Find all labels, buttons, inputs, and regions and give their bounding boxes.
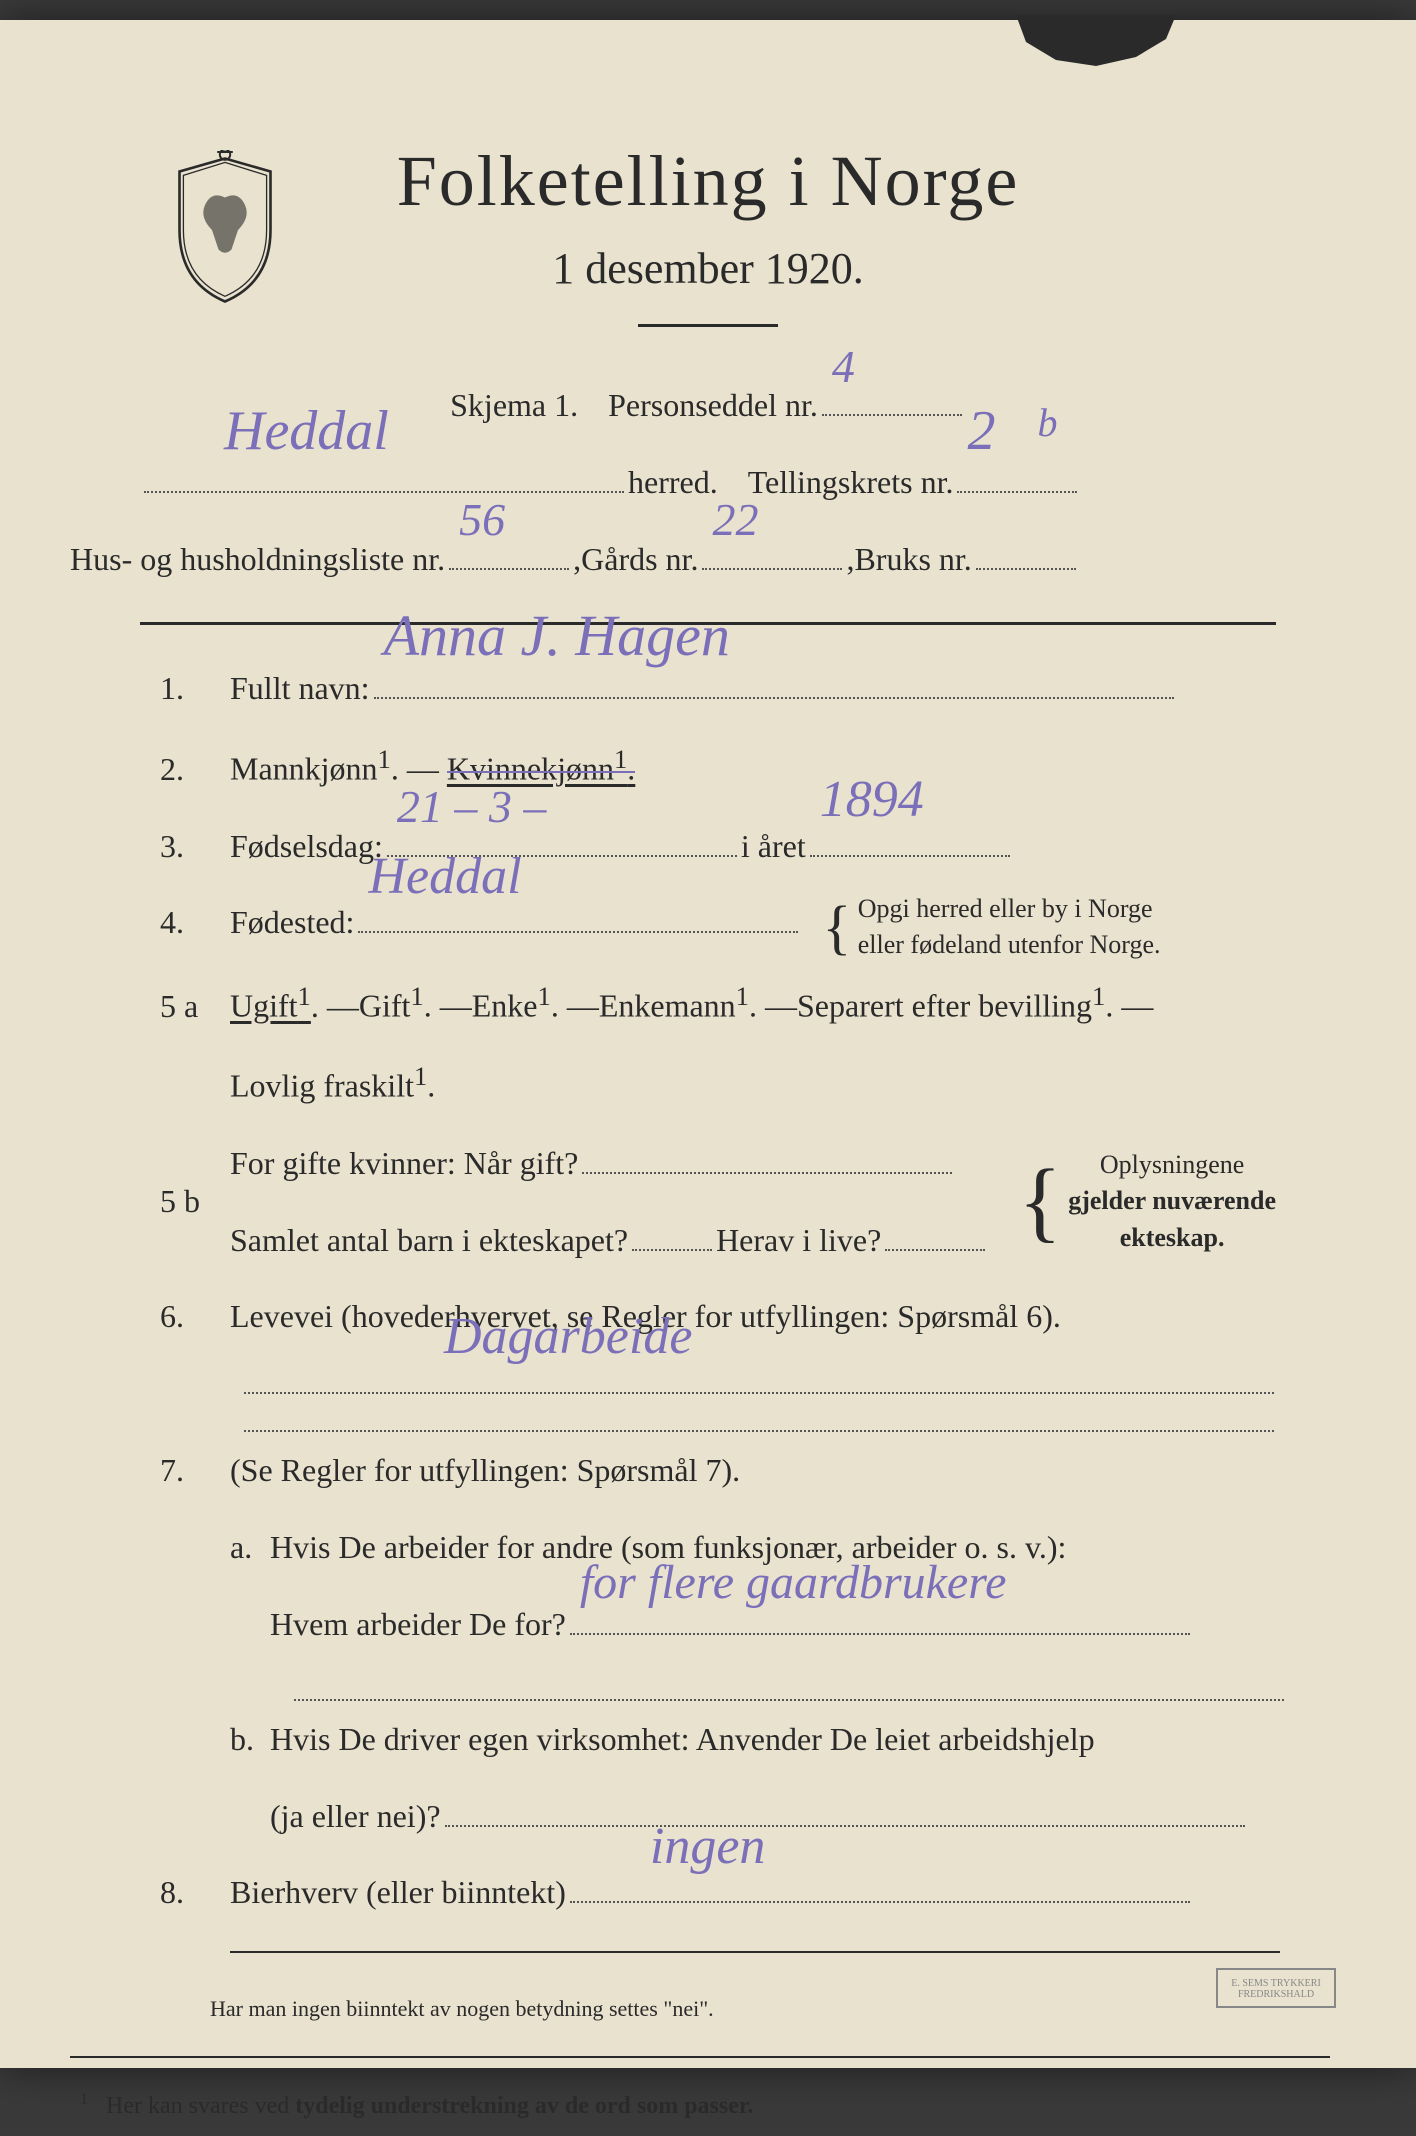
q4-field: Heddal	[358, 895, 798, 933]
q6-field-line1: Dagarbeide	[240, 1355, 1276, 1393]
q7a-field-line2	[290, 1662, 1276, 1700]
q1-value: Anna J. Hagen	[384, 566, 730, 705]
q5b-label1: For gifte kvinner: Når gift?	[230, 1125, 578, 1202]
q8-field: ingen	[570, 1865, 1190, 1903]
census-form-page: Folketelling i Norge 1 desember 1920. Sk…	[0, 20, 1416, 2068]
q6-value: Dagarbeide	[444, 1275, 692, 1400]
bruks-label: Bruks nr.	[854, 521, 971, 598]
q5a-enke: Enke1. —	[472, 964, 599, 1044]
q4-value: Heddal	[368, 815, 521, 940]
question-3: 3. Fødselsdag: 21 – 3 – i året 1894	[160, 808, 1276, 885]
q8-num: 8.	[160, 1854, 230, 1931]
q7b-label2: (ja eller nei)?	[270, 1778, 441, 1855]
q7b-field	[445, 1788, 1245, 1826]
form-header: Folketelling i Norge 1 desember 1920.	[60, 140, 1356, 327]
tellingskrets-suffix: b	[1037, 375, 1057, 471]
question-5a: 5 a Ugift1 . — Gift1. — Enke1. — Enkeman…	[160, 964, 1276, 1044]
q7-num: 7.	[160, 1432, 230, 1509]
question-8: 8. Bierhverv (eller biinntekt) ingen	[160, 1854, 1276, 1931]
q5a-separert: Separert efter bevilling1. —	[797, 964, 1153, 1044]
question-5b: 5 b For gifte kvinner: Når gift? Samlet …	[160, 1125, 1276, 1279]
question-1: 1. Fullt navn: Anna J. Hagen	[160, 650, 1276, 727]
q6-field-line2	[240, 1394, 1276, 1432]
q7b-label1: Hvis De driver egen virksomhet: Anvender…	[270, 1701, 1095, 1778]
q8-value: ingen	[650, 1785, 766, 1910]
q2-num: 2.	[160, 731, 230, 808]
q3-num: 3.	[160, 808, 230, 885]
question-2: 2. Mannkjønn1. — Kvinnekjønn1.	[160, 727, 1276, 807]
biinntekt-note: Har man ingen biinntekt av nogen betydni…	[210, 1983, 1276, 2036]
form-body: Skjema 1. Personseddel nr. 4 Heddal herr…	[140, 367, 1276, 2136]
q7a-label2: Hvem arbeider De for?	[270, 1586, 566, 1663]
q4-note2: eller fødeland utenfor Norge.	[858, 927, 1161, 963]
q5b-gift-field	[582, 1135, 952, 1173]
herred-field: Heddal	[144, 454, 624, 492]
gards-field: 22	[702, 531, 842, 569]
q1-field: Anna J. Hagen	[374, 661, 1174, 699]
herred-label: herred.	[628, 444, 718, 521]
question-7b: b. Hvis De driver egen virksomhet: Anven…	[160, 1701, 1276, 1778]
q3-year-value: 1894	[820, 738, 924, 863]
q5b-note: { Oplysningene gjelder nuværende ekteska…	[1019, 1147, 1276, 1256]
tellingskrets-label: Tellingskrets nr.	[748, 444, 954, 521]
q4-num: 4.	[160, 884, 230, 961]
q1-num: 1.	[160, 650, 230, 727]
q5b-note1: Oplysningene	[1068, 1147, 1276, 1183]
q3-year-label: i året	[741, 808, 806, 885]
question-7: 7. (Se Regler for utfyllingen: Spørsmål …	[160, 1432, 1276, 1509]
q5b-barn-field	[632, 1212, 712, 1250]
q7a-value: for flere gaardbrukere	[580, 1525, 1007, 1640]
norway-coat-of-arms-icon	[160, 150, 290, 310]
q6-num: 6.	[160, 1278, 230, 1355]
question-7a-line2: Hvem arbeider De for? for flere gaardbru…	[160, 1586, 1276, 1663]
personseddel-label: Personseddel nr.	[608, 367, 818, 444]
q5b-live-field	[885, 1212, 985, 1250]
q1-label: Fullt navn:	[230, 650, 370, 727]
q8-label: Bierhverv (eller biinntekt)	[230, 1854, 566, 1931]
q5b-label3: Herav i live?	[716, 1202, 881, 1279]
q5b-label2: Samlet antal barn i ekteskapet?	[230, 1202, 628, 1279]
divider-2	[230, 1951, 1280, 1953]
gards-value: 22	[712, 465, 758, 575]
q5a-gift: Gift1. —	[359, 964, 472, 1044]
herred-value: Heddal	[224, 364, 389, 498]
q5a-ugift: Ugift1	[230, 964, 311, 1044]
footnote: 1 Her kan svares ved tydelig understrekn…	[80, 2078, 1276, 2136]
q3-label: Fødselsdag:	[230, 808, 383, 885]
printer-stamp: E. SEMS TRYKKERIFREDRIKSHALD	[1216, 1968, 1336, 2008]
q5a-fraskilt: Lovlig fraskilt1.	[230, 1044, 435, 1124]
q4-note: { Opgi herred eller by i Norge eller fød…	[822, 891, 1160, 964]
q7b-num: b.	[230, 1701, 270, 1778]
divider-3	[70, 2056, 1330, 2058]
q5b-note3: ekteskap.	[1068, 1220, 1276, 1256]
hus-field: 56	[449, 531, 569, 569]
q3-year-field: 1894	[810, 818, 1010, 856]
q7-label: (Se Regler for utfyllingen: Spørsmål 7).	[230, 1432, 740, 1509]
q5a-enkemann: Enkemann1. —	[599, 964, 797, 1044]
q4-label: Fødested:	[230, 884, 354, 961]
personseddel-field: 4	[822, 378, 962, 416]
personseddel-value: 4	[832, 312, 855, 422]
q7a-num: a.	[230, 1509, 270, 1586]
footnote-num: 1	[80, 2091, 88, 2108]
bruks-field	[976, 531, 1076, 569]
question-4: 4. Fødested: Heddal { Opgi herred eller …	[160, 884, 1276, 963]
q5b-num: 5 b	[160, 1163, 230, 1240]
hus-value: 56	[459, 465, 505, 575]
tellingskrets-value: 2	[967, 364, 995, 498]
q4-note1: Opgi herred eller by i Norge	[858, 891, 1161, 927]
question-6: 6. Levevei (hovederhvervet, se Regler fo…	[160, 1278, 1276, 1355]
skjema-label: Skjema 1.	[450, 367, 578, 444]
q7a-field: for flere gaardbrukere	[570, 1596, 1190, 1634]
tellingskrets-field: 2 b	[957, 454, 1077, 492]
q5b-note2: gjelder nuværende	[1068, 1183, 1276, 1219]
q5a-num: 5 a	[160, 968, 230, 1045]
torn-edge-artifact	[996, 15, 1196, 75]
herred-line: Heddal herred. Tellingskrets nr. 2 b	[140, 444, 1276, 521]
header-divider	[638, 324, 778, 327]
question-5a-cont: Lovlig fraskilt1.	[160, 1044, 1276, 1124]
